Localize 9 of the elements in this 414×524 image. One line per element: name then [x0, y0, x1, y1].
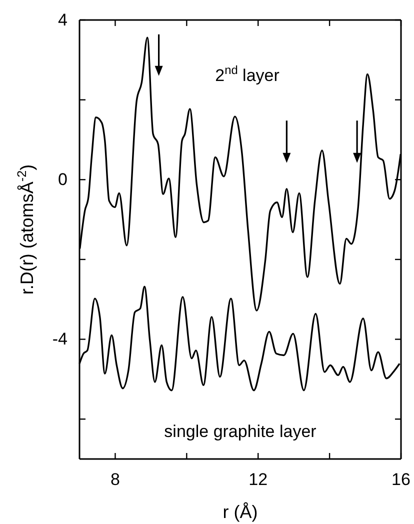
- x-tick-label: 8: [110, 470, 120, 490]
- y-tick-label: 4: [58, 10, 68, 30]
- y-tick-label: -4: [52, 330, 68, 349]
- annotation: single graphite layer: [164, 422, 317, 441]
- x-tick-label: 12: [248, 470, 268, 490]
- x-axis-title: r (Å): [222, 502, 258, 522]
- x-tick-label: 16: [392, 470, 410, 490]
- annotation: 2$^{nd}$ layer: [215, 63, 280, 85]
- y-tick-label: 0: [58, 170, 68, 190]
